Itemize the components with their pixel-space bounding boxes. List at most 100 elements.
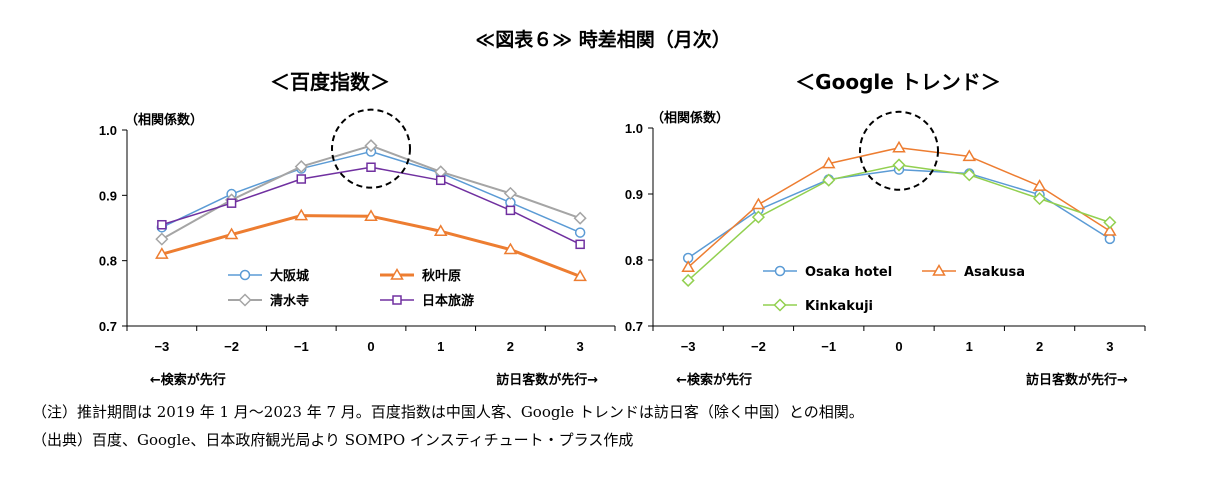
data-point <box>574 227 586 238</box>
y-tick-label: 1.0 <box>625 121 643 136</box>
x-tick-label: −2 <box>224 339 239 354</box>
series-2 <box>681 140 1117 273</box>
x-tick-label: 3 <box>1106 339 1113 354</box>
direction-label-left: ←検索が先行 <box>676 372 752 388</box>
data-point <box>573 211 587 225</box>
x-tick-label: −2 <box>751 339 766 354</box>
x-tick-label: 0 <box>367 339 374 354</box>
data-point <box>226 198 237 208</box>
y-tick-label: 0.7 <box>625 319 643 334</box>
source-text: （出典）百度、Google、日本政府観光局より SOMPO インスティチュート・… <box>32 431 633 449</box>
legend-entry: Kinkakuji <box>763 298 873 314</box>
series-3 <box>681 158 1117 288</box>
data-point <box>435 175 446 186</box>
x-tick-label: 1 <box>966 339 973 354</box>
data-point <box>296 174 307 184</box>
legend-label: 秋叶原 <box>422 268 461 284</box>
data-point <box>962 168 976 182</box>
data-point <box>575 239 585 250</box>
series-line <box>687 164 1111 282</box>
chart-baidu: ＜百度指数＞ （相関係数） 0.7 0.8 0.9 1.0 −3 −2 −1 0 1 2 3 ←検索が先行… <box>99 70 616 388</box>
legend-marker <box>238 293 252 307</box>
x-tick-label: −3 <box>681 339 696 354</box>
figure-title: ≪図表６≫ 時差相関（月次） <box>475 28 730 51</box>
data-point <box>892 140 906 153</box>
highlight-circle <box>331 108 411 189</box>
data-point <box>433 224 448 237</box>
x-tick-label: −1 <box>294 339 309 354</box>
legend-entry: 清水寺 <box>228 293 309 309</box>
x-tick-label: 0 <box>895 339 902 354</box>
data-point <box>1033 192 1047 206</box>
data-point <box>751 197 766 210</box>
data-point <box>364 209 378 221</box>
series-2 <box>155 208 587 282</box>
legend-marker <box>774 265 786 277</box>
data-point <box>155 247 169 259</box>
direction-label-right: 訪日客数が先行→ <box>1026 372 1128 388</box>
legend-label: Asakusa <box>964 265 1025 280</box>
data-point <box>366 162 376 172</box>
data-point <box>503 242 518 255</box>
data-point <box>681 273 695 288</box>
data-point <box>505 205 516 216</box>
data-point <box>224 227 239 240</box>
data-point <box>892 158 906 172</box>
data-point <box>1104 233 1116 245</box>
data-point <box>573 269 587 282</box>
y-tick-label: 0.9 <box>625 187 643 202</box>
y-axis-label: （相関係数） <box>125 112 203 128</box>
legend-label: Kinkakuji <box>805 299 873 314</box>
y-tick-label: 0.8 <box>99 254 117 269</box>
y-tick-label: 1.0 <box>99 123 117 138</box>
data-point <box>503 186 517 200</box>
legend-marker <box>392 295 402 305</box>
chart-title: ＜Google トレンド＞ <box>795 70 1001 94</box>
data-point <box>294 208 309 221</box>
legend-entry: 大阪城 <box>228 268 309 284</box>
x-tick-label: −3 <box>154 339 169 354</box>
x-tick-label: 3 <box>577 339 584 354</box>
x-tick-label: 2 <box>507 339 514 354</box>
data-point <box>155 232 169 246</box>
data-point <box>821 156 836 169</box>
legend-marker <box>239 269 251 281</box>
chart-title: ＜百度指数＞ <box>270 70 390 94</box>
data-point <box>1032 179 1047 191</box>
legend-label: 大阪城 <box>270 268 309 284</box>
data-point <box>681 260 695 273</box>
data-point <box>157 219 167 230</box>
series-line <box>687 168 1111 259</box>
legend-label: 日本旅游 <box>422 293 474 309</box>
legend-label: Osaka hotel <box>805 265 892 280</box>
data-point <box>751 210 765 224</box>
legend-marker <box>773 298 787 312</box>
direction-label-right: 訪日客数が先行→ <box>496 372 598 388</box>
x-tick-label: 1 <box>437 339 444 354</box>
series-4 <box>157 162 585 250</box>
y-tick-label: 0.7 <box>99 319 117 334</box>
series-line <box>161 144 581 240</box>
legend-entry: 秋叶原 <box>380 268 461 284</box>
series-1 <box>156 146 586 238</box>
data-point <box>822 173 836 187</box>
y-tick-label: 0.8 <box>625 253 643 268</box>
data-point <box>294 160 308 174</box>
x-tick-label: 2 <box>1036 339 1043 354</box>
chart-google: ＜Google トレンド＞ （相関係数） 0.7 0.8 0.9 1.0 −3 −2 −1 0 1 2… <box>625 70 1146 388</box>
legend-entry: Asakusa <box>922 264 1025 280</box>
y-tick-label: 0.9 <box>99 188 117 203</box>
data-point <box>962 149 977 162</box>
data-point <box>364 139 378 153</box>
data-point <box>1103 215 1117 229</box>
y-axis-label: （相関係数） <box>651 110 729 126</box>
data-point <box>1103 223 1117 236</box>
direction-label-left: ←検索が先行 <box>150 372 226 388</box>
note-text: （注）推計期間は 2019 年 1 月～2023 年 7 月。百度指数は中国人客… <box>32 403 864 421</box>
legend-marker <box>932 264 946 276</box>
legend-marker <box>390 268 404 280</box>
highlight-circle <box>859 110 939 191</box>
series-line <box>161 214 581 278</box>
legend-entry: Osaka hotel <box>763 265 892 280</box>
